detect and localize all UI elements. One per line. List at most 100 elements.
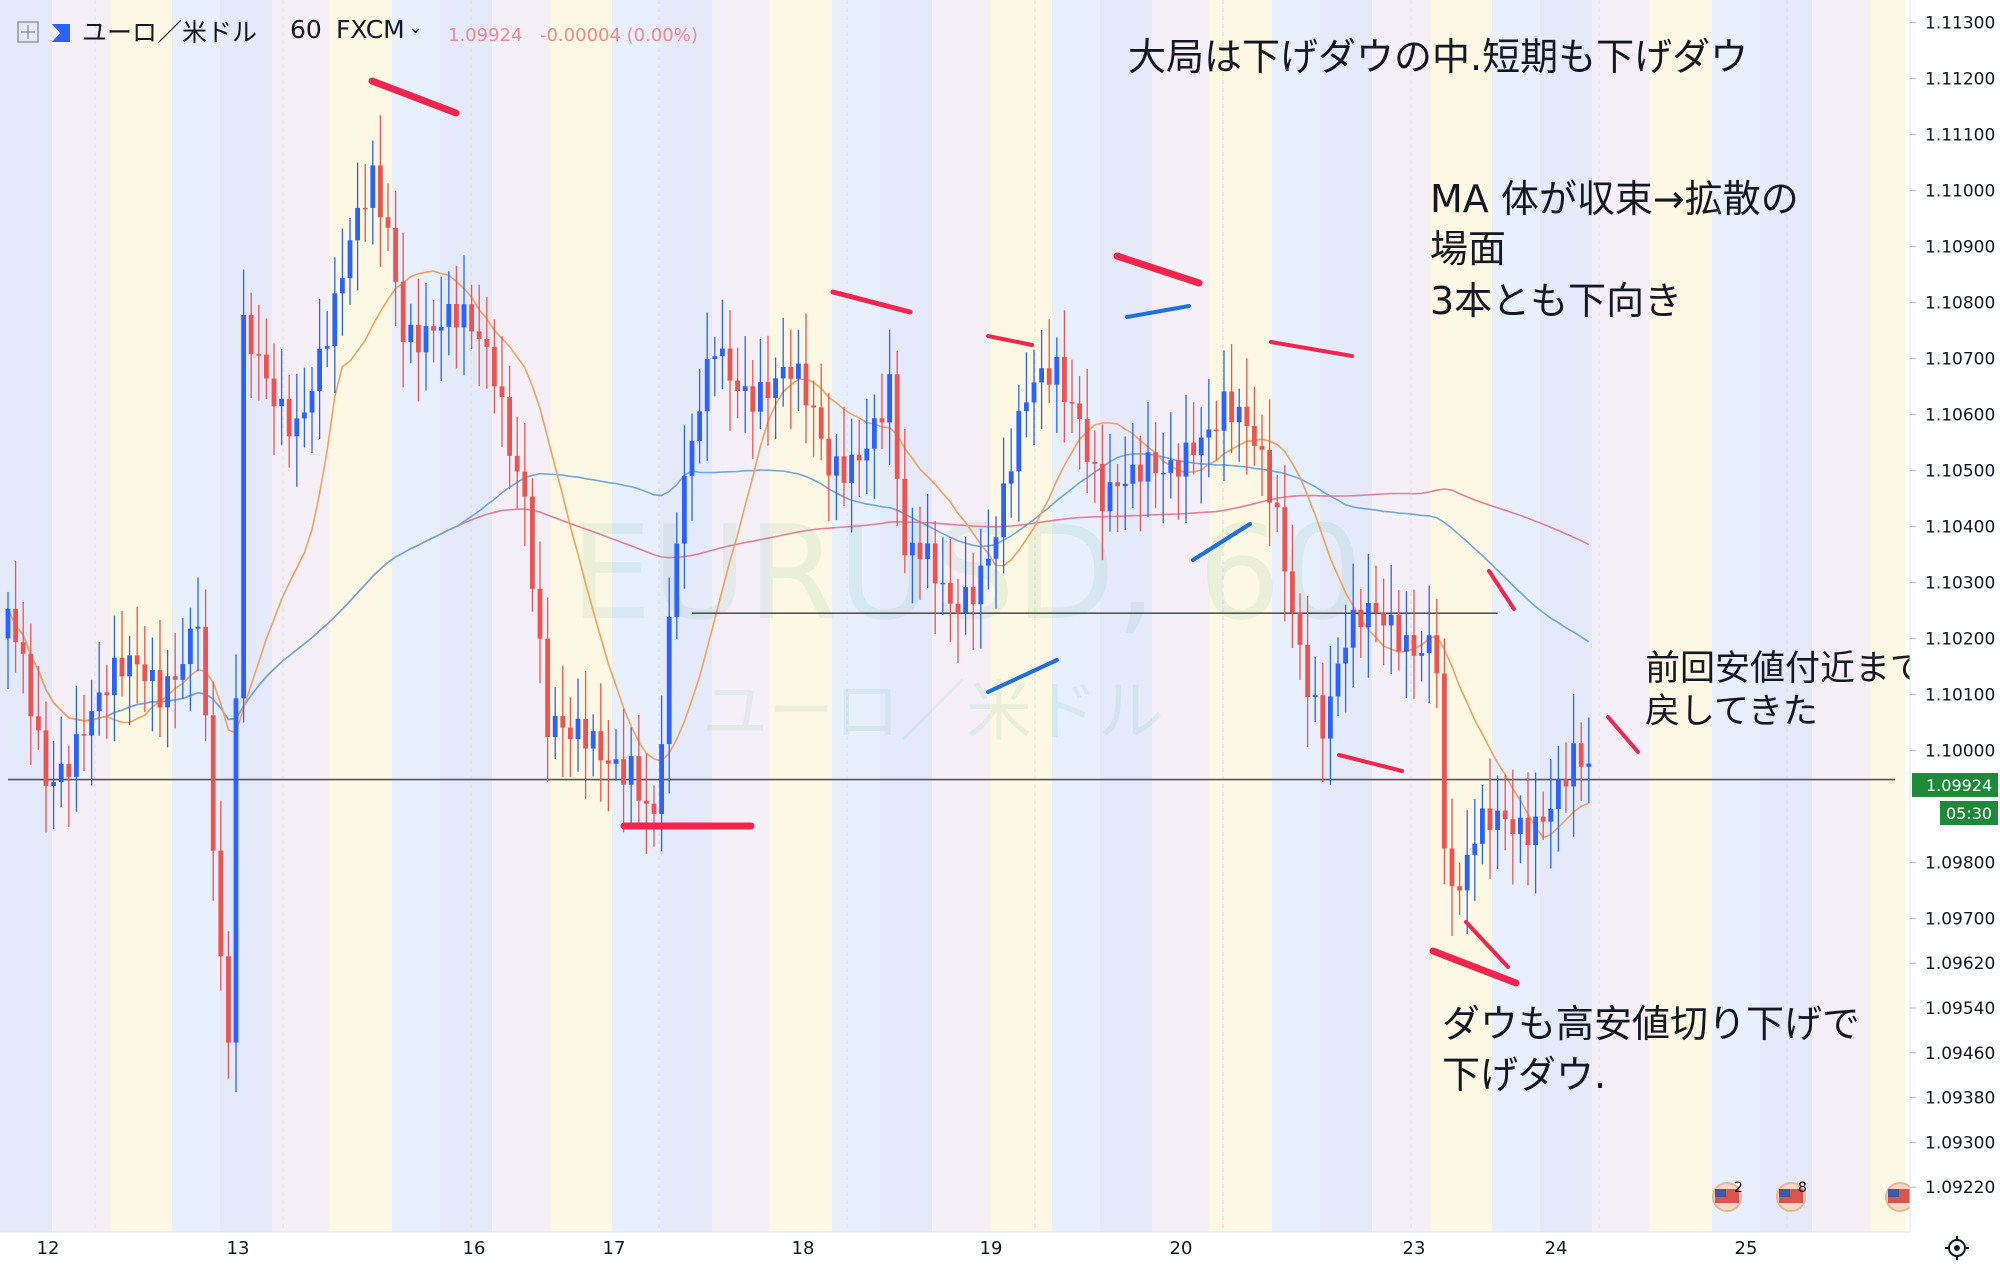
price-scale-ticks: 1.11300 1.11200 1.11100 1.11000 1.10900 1.108… (1910, 13, 1995, 1198)
candle-body (1442, 673, 1447, 849)
session-band (1870, 0, 1905, 1232)
session-band (1760, 0, 1812, 1232)
price-tick-label: 1.11100 (1925, 125, 1995, 145)
price-tick-label: 1.09380 (1925, 1089, 1995, 1109)
candle-body (408, 324, 414, 342)
candle-body (1252, 426, 1257, 447)
candle-body (264, 354, 269, 379)
red-high-mark (830, 289, 913, 315)
candle-body (400, 281, 406, 342)
candle-body (940, 582, 946, 585)
time-tick-label: 16 (463, 1238, 486, 1259)
red-low-mark (1429, 947, 1520, 987)
price-tick-label: 1.10100 (1925, 685, 1995, 705)
candle-body (499, 386, 505, 398)
candle-body (780, 366, 786, 379)
gear-icon[interactable] (1945, 1236, 1969, 1260)
price-tick-label: 1.09300 (1925, 1133, 1995, 1153)
session-band (1812, 0, 1870, 1232)
candle-body (1358, 609, 1364, 628)
candle-body (1290, 571, 1295, 613)
candle-body (811, 405, 816, 408)
candle-body (218, 850, 224, 957)
candle-body (446, 303, 452, 327)
candle-body (1388, 614, 1394, 626)
price-tick-label: 1.10400 (1925, 517, 1995, 537)
candle-body (1487, 808, 1493, 830)
candle-body (1031, 382, 1037, 403)
candle-body (1130, 464, 1136, 484)
session-band (110, 0, 172, 1232)
candle-body (1328, 696, 1333, 739)
candle-body (1571, 743, 1576, 787)
session-band (1272, 0, 1320, 1232)
session-band (1712, 0, 1760, 1232)
economic-event-us-a[interactable]: 2 (1712, 1180, 1743, 1212)
price-scale[interactable] (1910, 0, 2000, 1232)
candle-body (393, 227, 398, 282)
candle-body (818, 407, 824, 439)
annotation-strokes (368, 77, 1640, 987)
candle-body (142, 664, 148, 682)
dow-note-line-1: ダウも高安値切り下げで (1442, 1002, 1860, 1046)
candle-body (834, 456, 839, 476)
expand-legend-button[interactable] (17, 21, 39, 43)
session-band (612, 0, 660, 1232)
candle-body (309, 390, 315, 413)
candle-body (279, 398, 284, 407)
blue-high-mark (1125, 304, 1191, 319)
red-high-mark (986, 334, 1034, 347)
candle-body (1176, 460, 1181, 477)
session-band (172, 0, 220, 1232)
candle-body (1449, 848, 1455, 887)
candle-body (910, 542, 915, 556)
candle-body (416, 324, 421, 353)
candle-body (370, 165, 376, 208)
candle-body (841, 456, 847, 483)
candle-body (879, 418, 885, 423)
candle-body (849, 454, 854, 483)
candle-body (188, 628, 193, 665)
candle-body (1282, 507, 1288, 572)
session-band (392, 0, 440, 1232)
candle-body (378, 165, 383, 218)
candle-body (742, 386, 748, 391)
interval-label[interactable]: 60 (290, 15, 322, 44)
candle-body (1236, 406, 1242, 423)
candle-body (735, 380, 740, 391)
candle-body (590, 731, 596, 749)
candle-body (636, 756, 642, 801)
candle-body (484, 338, 490, 347)
economic-event-us-c[interactable] (1885, 1182, 1915, 1212)
candle-body (340, 278, 345, 294)
session-band (712, 0, 770, 1232)
ma-note-line-2: 場面 (1430, 227, 1506, 271)
candle-body (89, 711, 94, 736)
pullback-note-line-1: 前回安値付近まで (1645, 649, 1925, 689)
blue-low-mark (986, 658, 1059, 694)
candlestick-series[interactable] (5, 115, 1592, 1093)
time-tick-label: 12 (37, 1238, 60, 1259)
ma-note-line-1: MA 体が収束→拡散の (1430, 177, 1799, 221)
event-count: 8 (1798, 1180, 1807, 1196)
candle-body (758, 382, 763, 412)
time-scale[interactable] (0, 1232, 2000, 1265)
red-high-mark (1269, 340, 1354, 358)
candle-body (119, 657, 125, 677)
session-band (1430, 0, 1492, 1232)
candle-body (248, 314, 254, 355)
candle-body (1198, 437, 1204, 456)
symbol-name[interactable]: ユーロ／米ドル (82, 18, 257, 47)
session-band (1052, 0, 1100, 1232)
candle-body (560, 715, 566, 728)
session-band (550, 0, 612, 1232)
candle-body (431, 326, 436, 331)
candle-body (1480, 808, 1485, 844)
candle-body (1229, 391, 1234, 423)
broker-label[interactable]: FXCM (336, 15, 405, 44)
candle-body (803, 363, 809, 406)
candle-body (127, 655, 132, 677)
economic-event-us-b[interactable]: 8 (1776, 1180, 1807, 1212)
time-tick-label: 23 (1403, 1238, 1426, 1259)
candle-body (1024, 402, 1029, 412)
